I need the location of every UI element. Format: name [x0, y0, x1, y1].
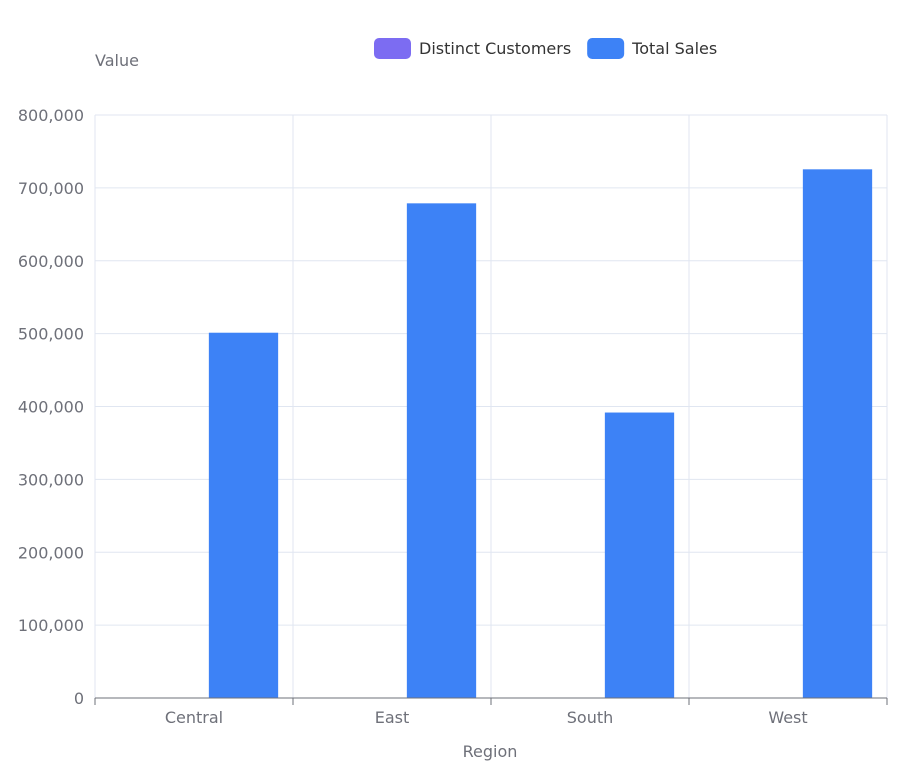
legend-item-distinct-customers[interactable]: Distinct Customers — [374, 38, 571, 59]
x-axis-title: Region — [463, 742, 518, 761]
bar-total-sales[interactable] — [802, 169, 873, 698]
y-tick-label: 200,000 — [18, 543, 84, 562]
bar-total-sales[interactable] — [208, 332, 279, 698]
y-tick-label: 100,000 — [18, 616, 84, 635]
x-tick-label: Central — [165, 708, 223, 727]
x-tick-label: East — [375, 708, 410, 727]
bars — [109, 169, 873, 698]
axes: 0 100,000 200,000 300,000 400,000 500,000 600,… — [18, 106, 888, 727]
x-tick-label: West — [768, 708, 807, 727]
y-tick-label: 300,000 — [18, 470, 84, 489]
bar-total-sales[interactable] — [406, 203, 477, 698]
x-tick-label: South — [567, 708, 614, 727]
y-tick-label: 700,000 — [18, 179, 84, 198]
legend-swatch-total-sales — [587, 38, 625, 59]
y-tick-label: 400,000 — [18, 398, 84, 417]
legend-item-total-sales[interactable]: Total Sales — [587, 38, 717, 59]
legend-label-distinct-customers: Distinct Customers — [419, 39, 571, 58]
bar-total-sales[interactable] — [604, 412, 675, 698]
y-axis-title: Value — [95, 51, 139, 70]
y-tick-label: 800,000 — [18, 106, 84, 125]
legend-swatch-distinct-customers — [374, 38, 411, 59]
y-tick-label: 500,000 — [18, 325, 84, 344]
y-tick-label: 600,000 — [18, 252, 84, 271]
y-tick-label: 0 — [74, 689, 84, 708]
legend-label-total-sales: Total Sales — [631, 39, 717, 58]
legend[interactable]: Distinct Customers Total Sales — [374, 38, 717, 59]
